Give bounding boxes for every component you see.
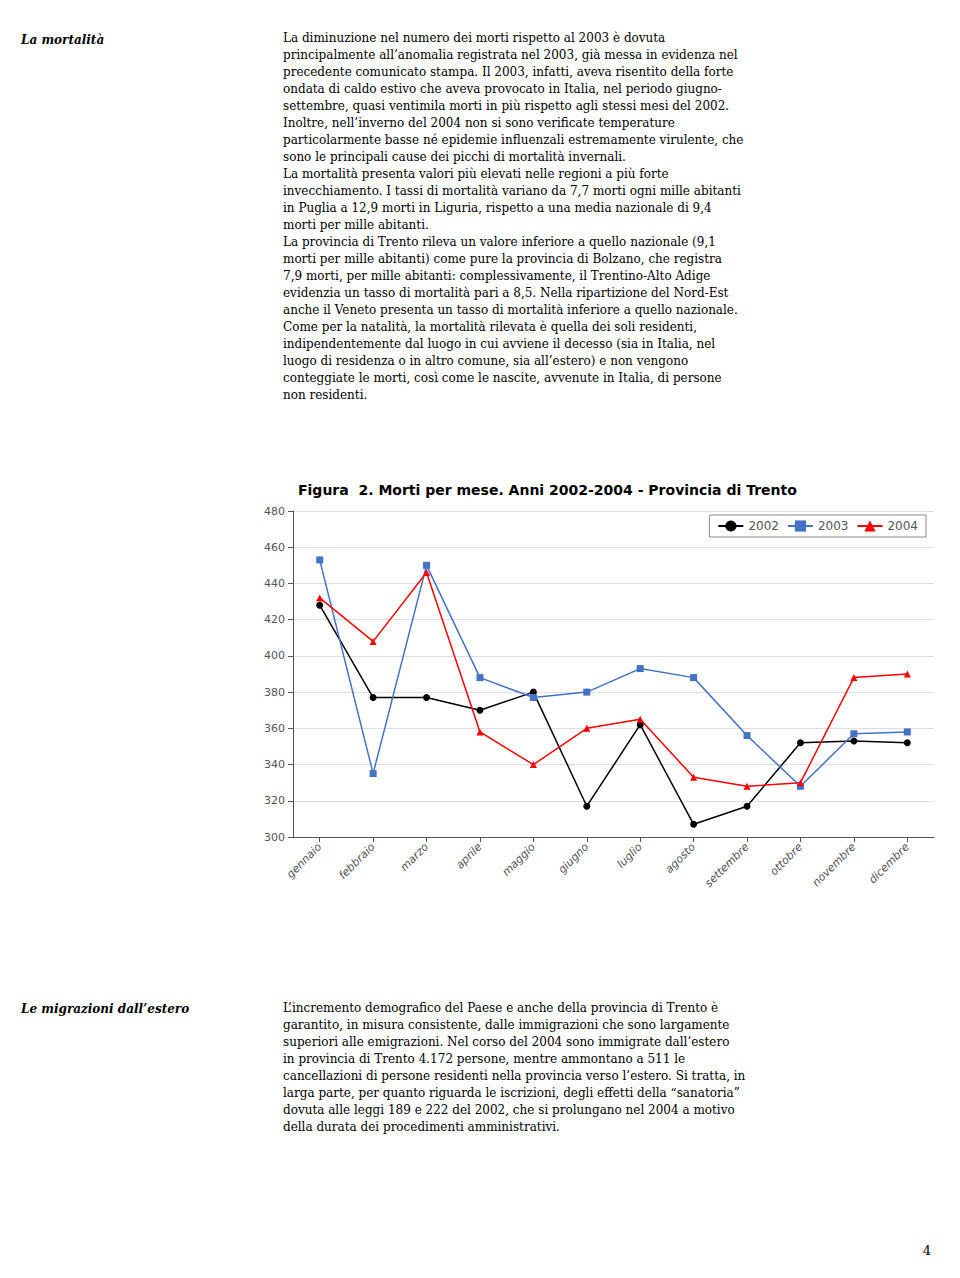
svg-text:febbraio: febbraio: [336, 840, 378, 882]
svg-text:dicembre: dicembre: [866, 840, 912, 886]
svg-text:Le migrazioni dall’estero: Le migrazioni dall’estero: [20, 1002, 189, 1016]
svg-text:conteggiate le morti, così com: conteggiate le morti, così come le nasci…: [283, 371, 722, 385]
svg-text:dovuta alle leggi 189 e 222 de: dovuta alle leggi 189 e 222 del 2002, ch…: [283, 1103, 735, 1117]
svg-text:principalmente all’anomalia re: principalmente all’anomalia registrata n…: [283, 48, 738, 62]
svg-text:marzo: marzo: [398, 840, 432, 874]
svg-text:300: 300: [264, 831, 285, 844]
svg-text:360: 360: [264, 722, 285, 735]
svg-text:460: 460: [264, 541, 285, 554]
svg-text:in Puglia a 12,9 morti in Ligu: in Puglia a 12,9 morti in Liguria, rispe…: [283, 201, 712, 215]
svg-text:larga parte, per quanto riguar: larga parte, per quanto riguarda le iscr…: [283, 1086, 740, 1100]
svg-text:Figura 2. Morti per mese. Ann: Figura 2. Morti per mese. Anni 2002-2004…: [298, 482, 797, 498]
svg-text:La mortalità presenta valori p: La mortalità presenta valori più elevati…: [283, 167, 669, 181]
svg-text:7,9 morti, per mille abitanti:: 7,9 morti, per mille abitanti: complessi…: [283, 269, 710, 283]
svg-text:non residenti.: non residenti.: [283, 388, 367, 402]
svg-text:480: 480: [264, 505, 285, 518]
svg-text:340: 340: [264, 758, 285, 771]
svg-text:anche il Veneto presenta un ta: anche il Veneto presenta un tasso di mor…: [283, 303, 738, 317]
svg-text:La mortalità: La mortalità: [20, 33, 104, 47]
svg-text:superiori alle emigrazioni. Ne: superiori alle emigrazioni. Nel corso de…: [283, 1035, 729, 1049]
svg-text:maggio: maggio: [500, 840, 538, 878]
svg-text:particolarmente basse né epide: particolarmente basse né epidemie influe…: [283, 133, 743, 147]
svg-text:aprile: aprile: [453, 840, 484, 871]
svg-text:luogo di residenza o in altro: luogo di residenza o in altro comune, si…: [283, 354, 688, 368]
svg-text:giugno: giugno: [556, 840, 592, 876]
svg-text:sono le principali cause dei p: sono le principali cause dei picchi di m…: [283, 150, 626, 164]
svg-text:2003: 2003: [818, 519, 849, 533]
svg-text:420: 420: [264, 613, 285, 626]
svg-text:400: 400: [264, 649, 285, 662]
svg-text:Inoltre, nell’inverno del 2004: Inoltre, nell’inverno del 2004 non si so…: [283, 116, 675, 130]
svg-text:ondata di caldo estivo che ave: ondata di caldo estivo che aveva provoca…: [283, 82, 722, 96]
svg-text:L’incremento demografico del P: L’incremento demografico del Paese e anc…: [283, 1001, 718, 1015]
svg-text:invecchiamento. I tassi di mor: invecchiamento. I tassi di mortalità var…: [283, 184, 741, 198]
svg-text:garantito, in misura consisten: garantito, in misura consistente, dalle …: [283, 1018, 729, 1032]
svg-text:settembre: settembre: [702, 840, 752, 890]
svg-text:agosto: agosto: [663, 840, 699, 876]
svg-text:morti per mille abitanti.: morti per mille abitanti.: [283, 218, 429, 232]
svg-text:morti per mille abitanti) come: morti per mille abitanti) come pure la p…: [283, 252, 722, 266]
svg-text:della durata dei procedimenti: della durata dei procedimenti amministra…: [283, 1120, 560, 1134]
svg-text:indipendentemente dal luogo in: indipendentemente dal luogo in cui avvie…: [283, 337, 715, 351]
svg-text:Come per la natalità, la morta: Come per la natalità, la mortalità rilev…: [283, 320, 697, 334]
svg-text:gennaio: gennaio: [284, 840, 325, 881]
svg-text:precedente comunicato stampa.: precedente comunicato stampa. Il 2003, i…: [283, 65, 733, 79]
svg-text:La diminuzione nel numero dei: La diminuzione nel numero dei morti risp…: [283, 31, 665, 45]
svg-text:4: 4: [923, 1243, 931, 1258]
svg-text:2004: 2004: [887, 519, 918, 533]
svg-text:La provincia di Trento rileva: La provincia di Trento rileva un valore …: [283, 235, 716, 249]
svg-text:cancellazioni di persone resid: cancellazioni di persone residenti nella…: [283, 1069, 746, 1083]
svg-text:320: 320: [264, 794, 285, 807]
svg-text:380: 380: [264, 686, 285, 699]
svg-text:novembre: novembre: [810, 840, 859, 889]
svg-text:ottobre: ottobre: [767, 840, 805, 878]
svg-text:evidenzia un tasso di mortalit: evidenzia un tasso di mortalità pari a 8…: [283, 286, 729, 300]
svg-text:440: 440: [264, 577, 285, 590]
svg-text:luglio: luglio: [615, 840, 645, 870]
svg-text:in provincia di Trento 4.172 p: in provincia di Trento 4.172 persone, me…: [283, 1052, 685, 1066]
svg-text:settembre, quasi ventimila mor: settembre, quasi ventimila morti in più …: [283, 99, 729, 113]
svg-text:2002: 2002: [748, 519, 779, 533]
